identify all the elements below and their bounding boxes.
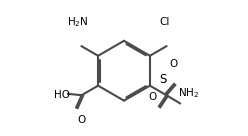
Text: Cl: Cl	[159, 17, 170, 27]
Text: S: S	[159, 73, 166, 86]
Text: O: O	[170, 59, 178, 69]
Text: H$_2$N: H$_2$N	[67, 15, 89, 29]
Text: O: O	[149, 92, 157, 102]
Text: NH$_2$: NH$_2$	[178, 86, 199, 100]
Text: HO: HO	[54, 90, 70, 100]
Text: O: O	[78, 115, 86, 125]
